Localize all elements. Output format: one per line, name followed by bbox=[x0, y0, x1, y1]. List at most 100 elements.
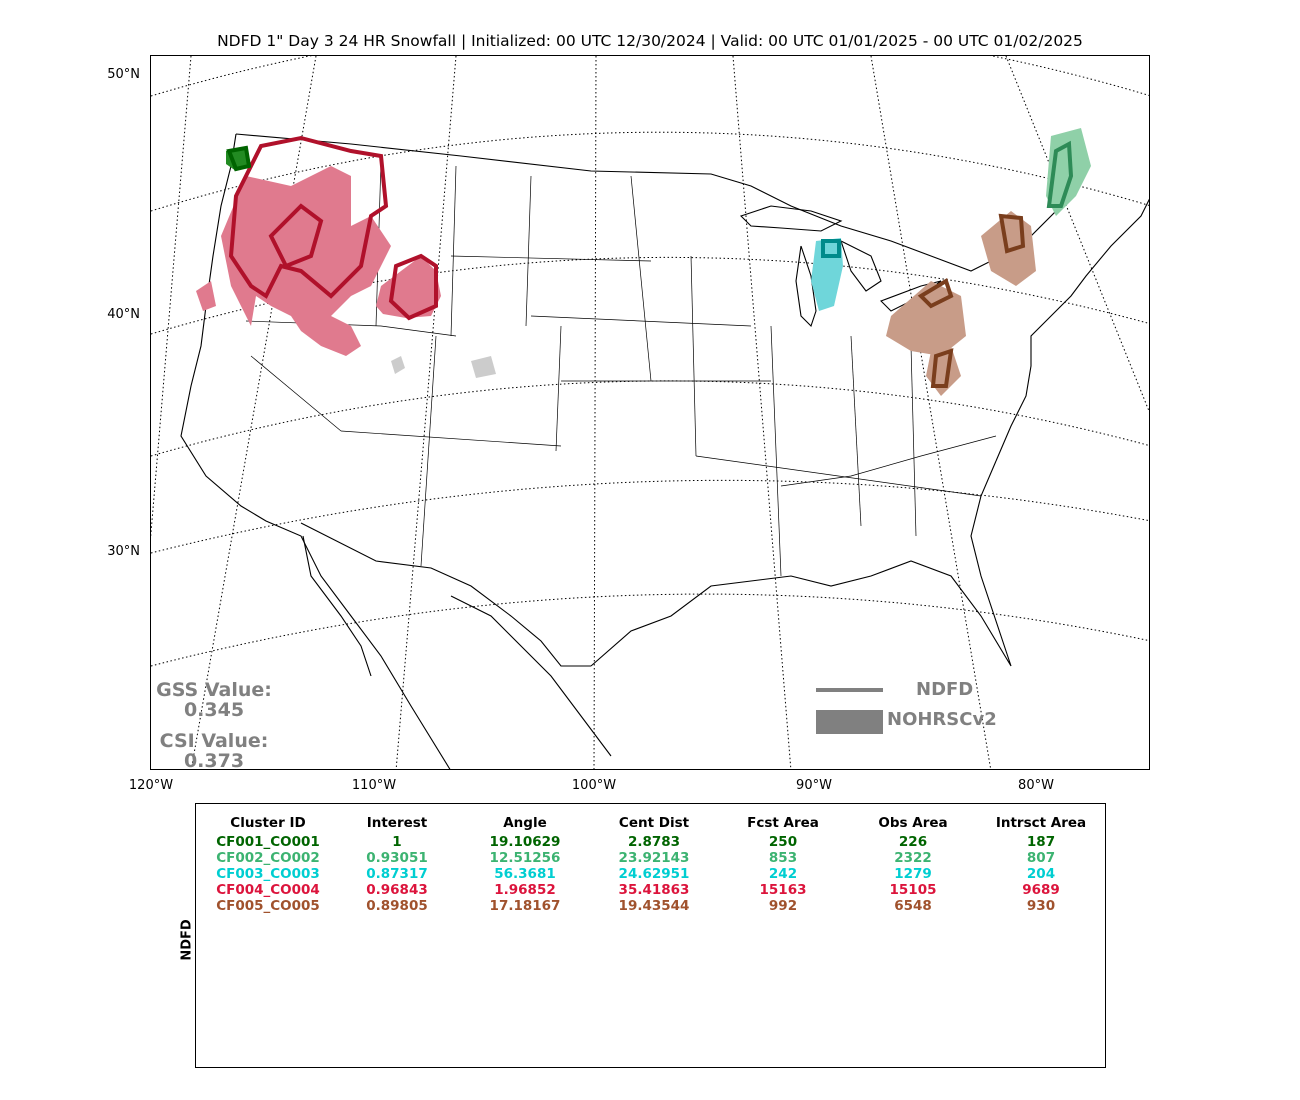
fcst-outline-cf004-loop bbox=[268, 203, 324, 269]
plot-title: NDFD 1" Day 3 24 HR Snowfall | Initializ… bbox=[217, 32, 1083, 50]
csi-value: 0.373 bbox=[183, 750, 245, 772]
cell-cluster-id: CF001_CO001 bbox=[216, 834, 320, 850]
us-mexico-border bbox=[300, 522, 591, 667]
cell-interest: 0.93051 bbox=[366, 850, 428, 866]
map-canvas bbox=[151, 56, 1149, 769]
cell-intrsct-area: 204 bbox=[1026, 866, 1056, 882]
cell-cluster-id: CF005_CO005 bbox=[216, 898, 320, 914]
cluster-stats-table bbox=[195, 803, 1106, 1068]
state-line-13 bbox=[250, 355, 342, 432]
state-line-16 bbox=[695, 455, 982, 497]
cell-cent-dist: 19.43544 bbox=[618, 898, 690, 914]
state-line-6 bbox=[450, 255, 652, 262]
state-line-19 bbox=[910, 345, 917, 537]
lon-label-120: 120°W bbox=[128, 778, 174, 793]
cell-angle: 17.18167 bbox=[489, 898, 561, 914]
lon-label-100: 100°W bbox=[571, 778, 617, 793]
state-line-7 bbox=[530, 315, 752, 327]
cell-cent-dist: 24.62951 bbox=[618, 866, 690, 882]
header-angle: Angle bbox=[503, 815, 547, 831]
cell-fcst-area: 242 bbox=[768, 866, 798, 882]
cell-cluster-id: CF003_CO003 bbox=[216, 866, 320, 882]
lon-line-95 bbox=[732, 56, 792, 769]
state-line-14 bbox=[690, 255, 697, 457]
lon-label-110: 110°W bbox=[351, 778, 397, 793]
header-cent-dist: Cent Dist bbox=[618, 815, 690, 831]
header-fcst-area: Fcst Area bbox=[747, 815, 819, 831]
lon-line-110 bbox=[190, 56, 317, 769]
cell-cent-dist: 23.92143 bbox=[618, 850, 690, 866]
great-lakes-superior bbox=[739, 205, 843, 232]
cell-interest: 0.96843 bbox=[366, 882, 428, 898]
state-line-15 bbox=[770, 325, 782, 577]
legend-nohrsc-label: NOHRSCv2 bbox=[887, 709, 997, 730]
lat-label-40: 40°N bbox=[107, 307, 140, 322]
gss-label: GSS Value: bbox=[156, 679, 272, 701]
state-line-17 bbox=[780, 435, 997, 487]
lat-line-25 bbox=[151, 593, 1149, 667]
obs-area-cf004-south bbox=[291, 311, 361, 356]
lon-line-85 bbox=[1005, 56, 1149, 413]
cell-angle: 1.96852 bbox=[494, 882, 556, 898]
nohrsc-observed-areas bbox=[196, 128, 1091, 396]
cell-angle: 56.3681 bbox=[494, 866, 556, 882]
cell-obs-area: 15105 bbox=[889, 882, 937, 898]
cell-interest: 1 bbox=[392, 834, 402, 850]
graticule bbox=[151, 56, 1149, 769]
table-ylabel-text: NDFD bbox=[179, 919, 195, 961]
cell-cluster-id: CF004_CO004 bbox=[216, 882, 320, 898]
cell-obs-area: 2322 bbox=[894, 850, 932, 866]
lat-label-30: 30°N bbox=[107, 544, 140, 559]
gss-value: 0.345 bbox=[183, 699, 245, 721]
cell-cluster-id: CF002_CO002 bbox=[216, 850, 320, 866]
state-line-2 bbox=[245, 320, 457, 337]
cell-intrsct-area: 930 bbox=[1026, 898, 1056, 914]
state-borders bbox=[240, 160, 997, 577]
cell-cent-dist: 2.8783 bbox=[627, 834, 681, 850]
cell-cent-dist: 35.41863 bbox=[618, 882, 690, 898]
header-obs-area: Obs Area bbox=[878, 815, 948, 831]
csi-label: CSI Value: bbox=[159, 730, 269, 752]
cell-angle: 12.51256 bbox=[489, 850, 561, 866]
great-lakes-michigan bbox=[795, 245, 817, 328]
cell-fcst-area: 250 bbox=[768, 834, 798, 850]
baja-peninsula bbox=[302, 535, 372, 677]
obs-area-cf004-west bbox=[221, 166, 391, 326]
fcst-outline-cf005-ohio bbox=[917, 278, 954, 309]
state-line-11 bbox=[555, 325, 562, 452]
fcst-outline-cf005-ny bbox=[998, 213, 1026, 254]
state-line-9 bbox=[340, 430, 562, 447]
header-interest: Interest bbox=[366, 815, 428, 831]
cell-interest: 0.87317 bbox=[366, 866, 428, 882]
lon-label-80: 80°W bbox=[1018, 778, 1054, 793]
lon-label-90: 90°W bbox=[796, 778, 832, 793]
cell-angle: 19.10629 bbox=[489, 834, 561, 850]
legend-ndfd-label: NDFD bbox=[916, 679, 974, 700]
cell-interest: 0.89805 bbox=[366, 898, 428, 914]
map-panel bbox=[150, 55, 1150, 770]
cell-obs-area: 6548 bbox=[894, 898, 932, 914]
lon-line-90 bbox=[870, 56, 992, 769]
fcst-outline-cf001 bbox=[226, 145, 252, 172]
pacific-coast bbox=[180, 133, 451, 769]
map-legend bbox=[816, 688, 883, 734]
state-line-10 bbox=[420, 335, 437, 567]
nohrsc-legend-patch bbox=[816, 710, 883, 734]
fcst-outline-cf005-wv bbox=[930, 348, 954, 388]
cell-fcst-area: 15163 bbox=[759, 882, 807, 898]
fcst-outline-cf002 bbox=[1046, 140, 1074, 208]
state-line-12 bbox=[630, 175, 652, 382]
lon-line-120 bbox=[151, 56, 192, 539]
lat-line-30 bbox=[151, 479, 1149, 554]
mexico-interior bbox=[450, 595, 612, 757]
lat-line-45 bbox=[151, 131, 1149, 212]
cell-obs-area: 226 bbox=[898, 834, 928, 850]
obs-area-cf004-small bbox=[196, 281, 216, 311]
state-line-18 bbox=[850, 335, 862, 527]
great-lakes-huron bbox=[840, 239, 882, 292]
header-cluster-id: Cluster ID bbox=[230, 815, 306, 831]
gulf-coast bbox=[590, 460, 1012, 667]
atlantic-coast bbox=[995, 198, 1149, 462]
state-line-5 bbox=[525, 175, 532, 327]
fcst-outline-cf004-east bbox=[388, 253, 438, 321]
